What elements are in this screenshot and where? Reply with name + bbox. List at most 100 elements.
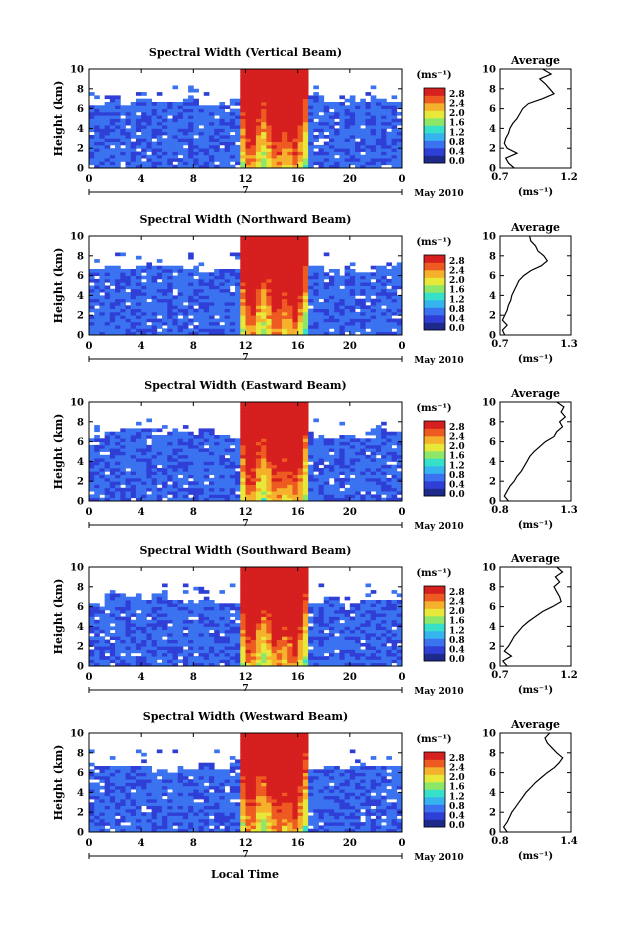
- day-label: 7: [242, 186, 248, 196]
- heatmap-cell: [141, 428, 147, 433]
- heatmap-cell: [261, 135, 267, 139]
- heatmap-cell: [386, 111, 392, 116]
- heatmap-cell: [276, 98, 283, 103]
- heatmap-cell: [240, 321, 246, 326]
- heatmap-cell: [89, 118, 95, 123]
- heatmap-cell: [229, 305, 236, 309]
- heatmap-cell: [219, 441, 226, 446]
- heatmap-cell: [182, 325, 189, 329]
- heatmap-cell: [375, 464, 382, 469]
- heatmap-cell: [135, 158, 142, 162]
- heatmap-cell: [214, 448, 220, 452]
- heatmap-cell: [198, 484, 205, 489]
- heatmap-cell: [245, 302, 252, 306]
- heatmap-cell: [365, 138, 372, 142]
- heatmap-cell: [344, 474, 351, 479]
- heatmap-cell: [203, 616, 210, 621]
- heatmap-cell: [198, 292, 205, 296]
- heatmap-cell: [208, 128, 215, 133]
- heatmap-cell: [94, 629, 100, 634]
- heatmap-cell: [302, 451, 309, 456]
- heatmap-cell: [391, 491, 398, 495]
- heatmap-cell: [344, 288, 351, 293]
- heatmap-cell: [146, 659, 152, 664]
- heatmap-cell: [219, 461, 226, 466]
- heatmap-cell: [219, 649, 226, 654]
- heatmap-cell: [261, 164, 267, 169]
- heatmap-cell: [282, 311, 288, 316]
- heatmap-cell: [198, 471, 205, 475]
- heatmap-cell: [115, 458, 121, 462]
- heatmap-cell: [229, 474, 236, 479]
- heatmap-cell: [266, 428, 272, 433]
- heatmap-cell: [177, 331, 184, 336]
- heatmap-cell: [172, 128, 179, 133]
- heatmap-cell: [386, 484, 392, 489]
- heatmap-cell: [386, 331, 392, 336]
- heatmap-cell: [297, 108, 304, 113]
- heatmap-cell: [323, 315, 330, 319]
- heatmap-cell: [94, 662, 100, 667]
- heatmap-cell: [292, 135, 299, 139]
- heatmap-cell: [104, 646, 111, 650]
- heatmap-cell: [360, 444, 366, 449]
- heatmap-cell: [287, 269, 293, 273]
- heatmap-cell: [282, 431, 288, 436]
- heatmap-cell: [94, 461, 100, 466]
- heatmap-cell: [297, 135, 304, 139]
- heatmap-cell: [344, 315, 351, 319]
- heatmap-cell: [162, 138, 168, 142]
- heatmap-cell: [323, 144, 330, 149]
- heatmap-cell: [271, 402, 278, 406]
- heatmap-cell: [349, 161, 356, 166]
- heatmap-cell: [235, 318, 241, 323]
- heatmap-cell: [120, 659, 126, 664]
- colorbar-frame: [423, 420, 446, 497]
- heatmap-cell: [240, 164, 246, 169]
- heatmap-cell: [229, 636, 236, 640]
- colorbar-swatch: [424, 133, 445, 141]
- heatmap-cell: [135, 636, 142, 640]
- heatmap-cell: [224, 269, 231, 273]
- heatmap-cell: [302, 405, 309, 409]
- heatmap-cell: [182, 151, 189, 156]
- heatmap-cell: [219, 616, 226, 621]
- heatmap-cell: [386, 125, 392, 129]
- heatmap-cell: [261, 662, 267, 667]
- heatmap-cell: [349, 451, 356, 456]
- heatmap-cell: [245, 481, 252, 485]
- heatmap-cell: [313, 275, 319, 280]
- heatmap-cell: [271, 95, 278, 100]
- heatmap-cell: [188, 497, 194, 502]
- heatmap-cell: [250, 115, 257, 119]
- heatmap-cell: [203, 662, 210, 667]
- x-tick-label: 4: [138, 174, 145, 185]
- heatmap-cell: [287, 236, 293, 240]
- heatmap-cell: [162, 328, 168, 333]
- heatmap-cell: [297, 431, 304, 436]
- heatmap-cell: [271, 88, 278, 93]
- heatmap-cell: [349, 262, 356, 267]
- heatmap-cell: [109, 269, 116, 273]
- heatmap-cell: [94, 435, 100, 439]
- heatmap-cell: [89, 639, 95, 644]
- heatmap-cell: [396, 438, 403, 442]
- heatmap-cell: [292, 115, 299, 119]
- heatmap-cell: [104, 458, 111, 462]
- heatmap-cell: [365, 318, 372, 323]
- heatmap-cell: [162, 491, 168, 495]
- heatmap-cell: [162, 477, 168, 482]
- heatmap-cell: [381, 272, 387, 276]
- heatmap-cell: [182, 652, 189, 657]
- heatmap-cell: [302, 82, 309, 86]
- heatmap-cell: [125, 128, 132, 133]
- heatmap-cell: [266, 646, 272, 650]
- heatmap-cell: [255, 593, 262, 598]
- heatmap-cell: [386, 318, 392, 323]
- heatmap-cell: [182, 613, 189, 617]
- heatmap-cell: [182, 639, 189, 644]
- heatmap-cell: [120, 295, 126, 300]
- heatmap-cell: [282, 69, 288, 73]
- heatmap-cell: [328, 487, 335, 492]
- heatmap-cell: [250, 272, 257, 276]
